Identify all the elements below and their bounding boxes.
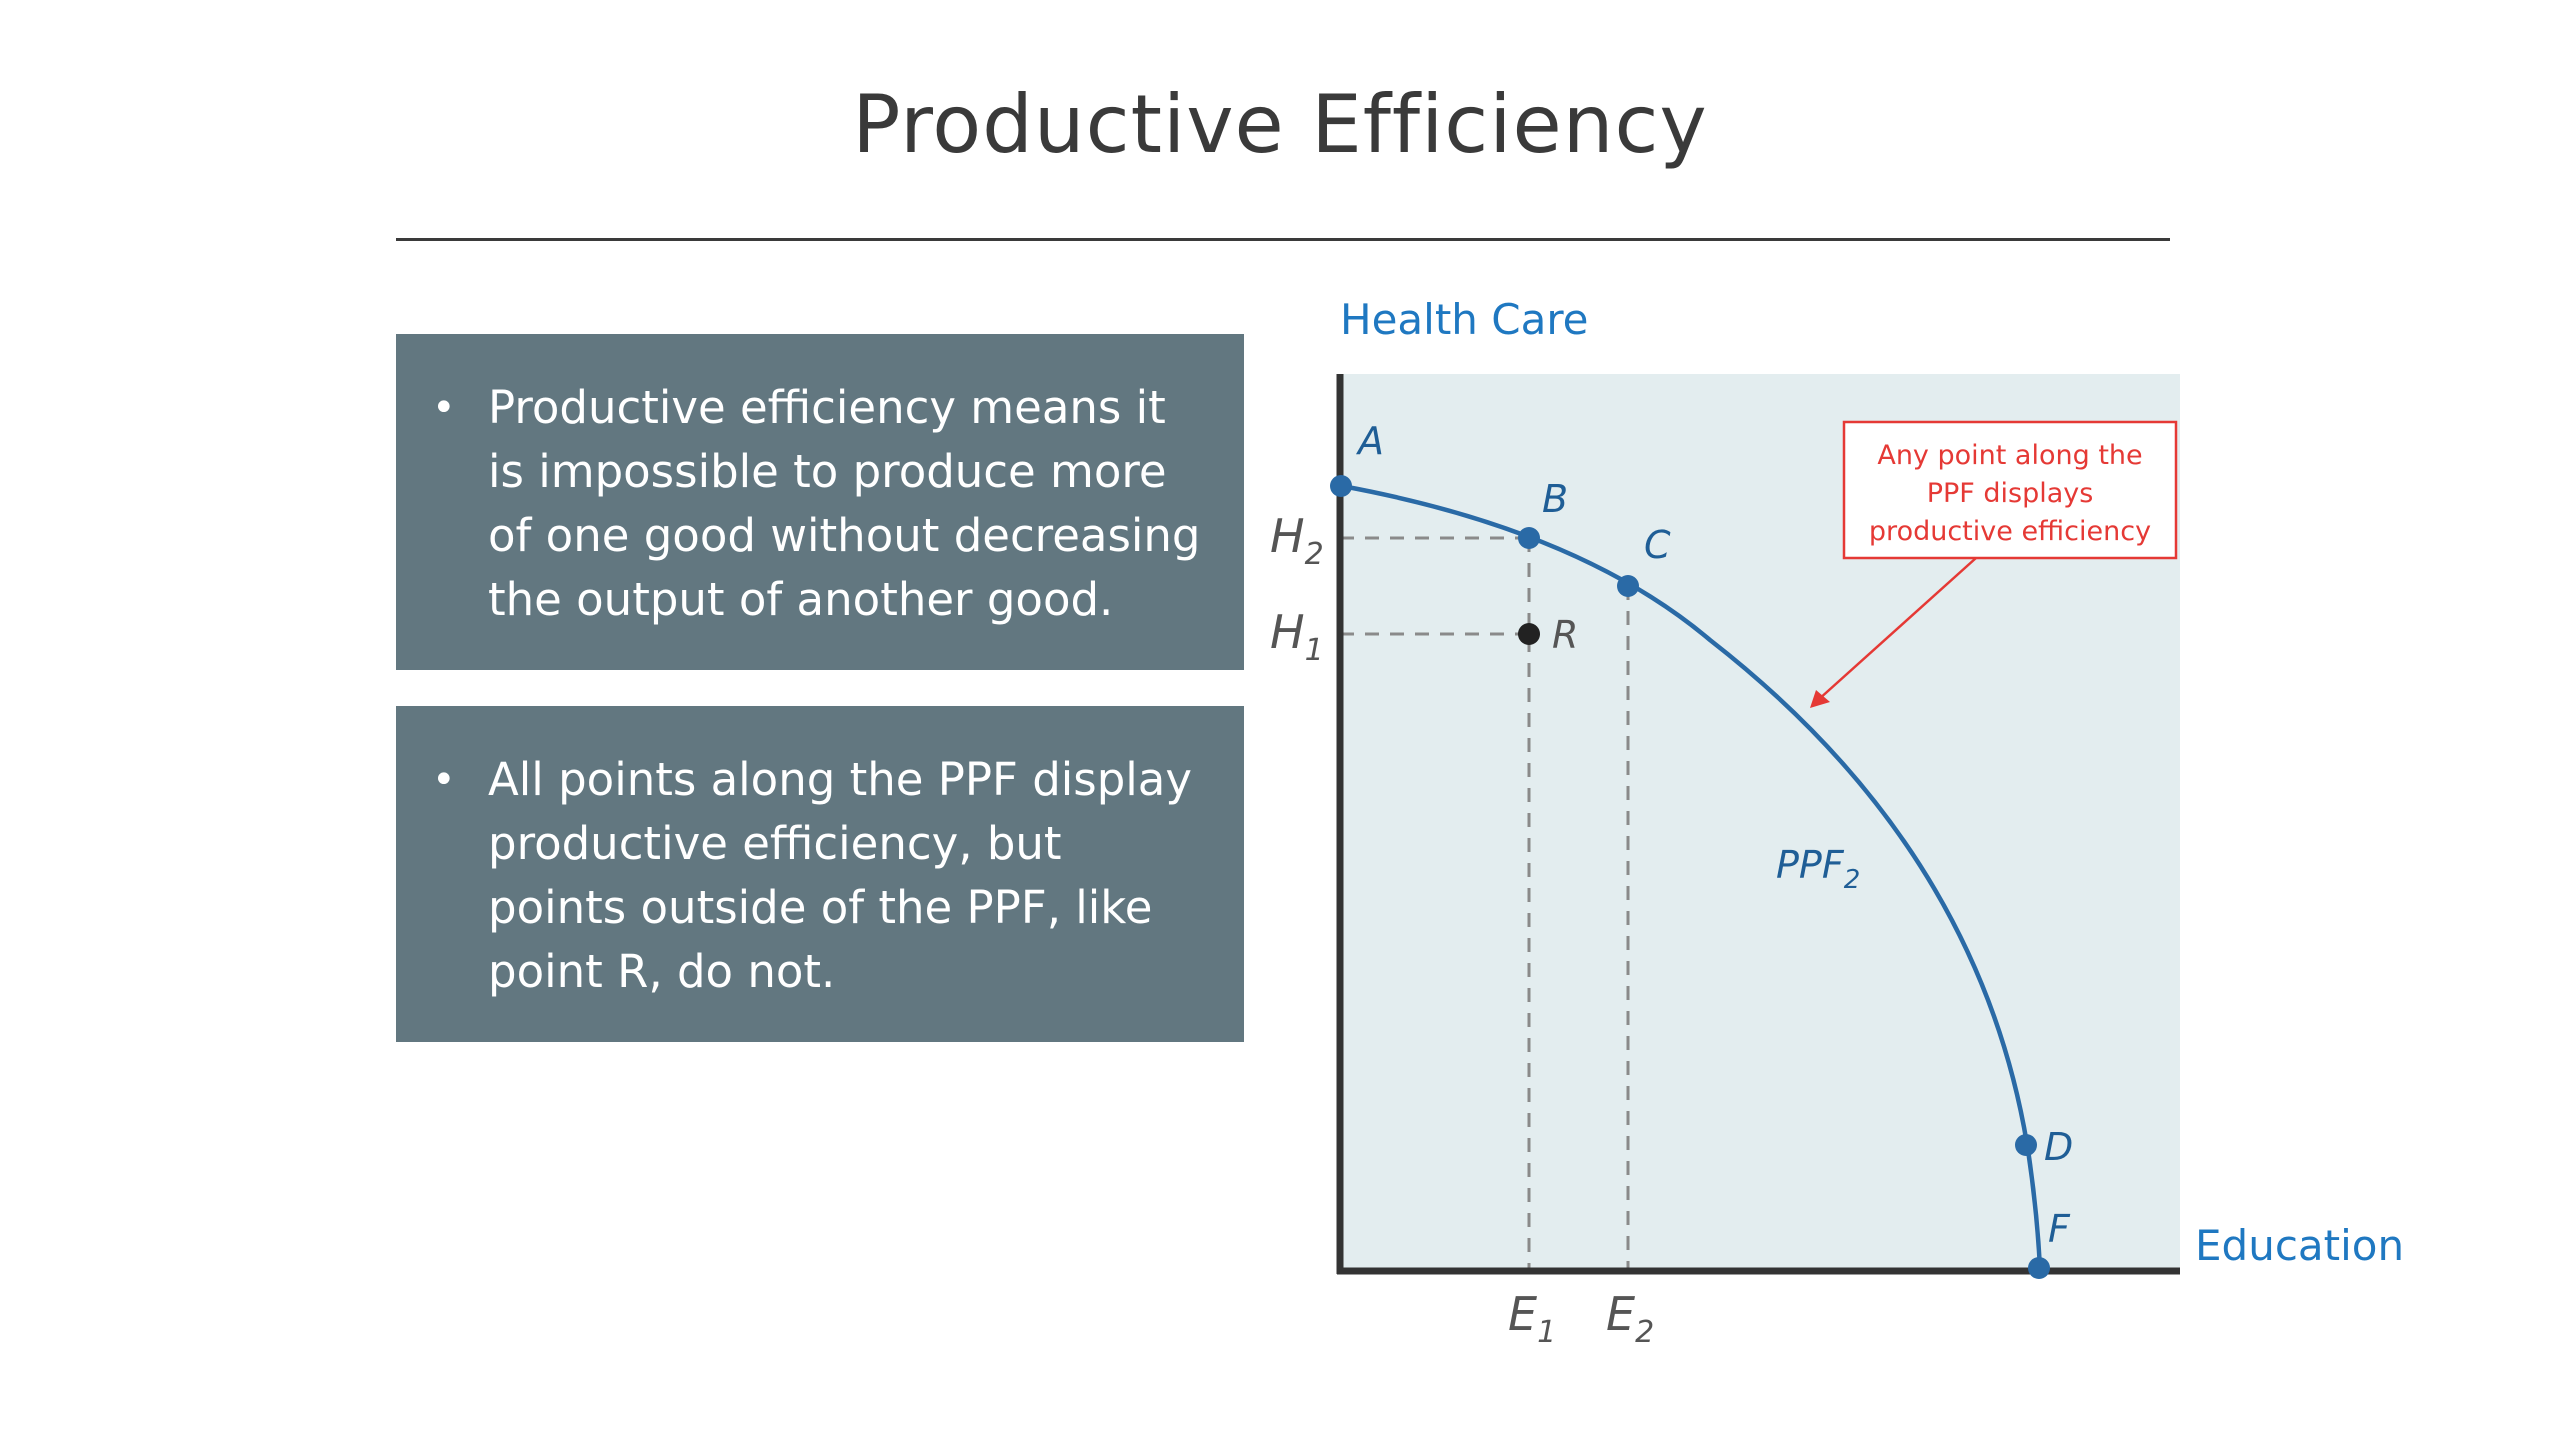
point-b <box>1518 527 1540 549</box>
bullet-text: All points along the PPF display product… <box>488 753 1193 998</box>
point-f <box>2028 1257 2050 1279</box>
ppf-chart: Health Care Education A B C D F R <box>1240 290 2440 1390</box>
ppf-curve-label: PPF2 <box>1776 843 1860 895</box>
point-d <box>2015 1134 2037 1156</box>
point-c <box>1617 575 1639 597</box>
label-b: B <box>1542 477 1568 521</box>
annotation-arrow <box>1817 557 1977 701</box>
point-r <box>1518 623 1540 645</box>
y-axis-label: Health Care <box>1340 295 1589 344</box>
label-a: A <box>1355 419 1384 463</box>
label-d: D <box>2044 1125 2073 1169</box>
y-tick-h2: H2 <box>1270 509 1324 572</box>
annotation-line-2: PPF displays <box>1927 478 2094 509</box>
x-axis-label: Education <box>2195 1221 2404 1270</box>
title-divider <box>396 238 2170 241</box>
label-f: F <box>2048 1207 2071 1251</box>
annotation-line-3: productive efficiency <box>1869 516 2151 547</box>
y-tick-h1: H1 <box>1270 605 1324 668</box>
label-c: C <box>1644 523 1671 567</box>
bullet-dot: • <box>432 757 456 803</box>
bullet-box-ppf-points: • All points along the PPF display produ… <box>396 706 1244 1042</box>
label-r: R <box>1552 613 1578 657</box>
ppf-chart-svg: Health Care Education A B C D F R <box>1270 295 2404 1350</box>
point-a <box>1330 475 1352 497</box>
slide-title: Productive Efficiency <box>852 78 1708 171</box>
annotation-line-1: Any point along the <box>1877 440 2142 471</box>
annotation-box <box>1842 420 2178 560</box>
x-tick-e2: E2 <box>1606 1287 1654 1350</box>
x-tick-e1: E1 <box>1508 1287 1556 1350</box>
bullet-dot: • <box>432 385 456 431</box>
annotation-arrowhead <box>1810 690 1830 708</box>
guide-lines <box>1340 536 1630 1272</box>
bullet-box-productive-efficiency: • Productive efficiency means it is impo… <box>396 334 1244 670</box>
bullet-text: Productive efficiency means it is imposs… <box>488 381 1201 626</box>
